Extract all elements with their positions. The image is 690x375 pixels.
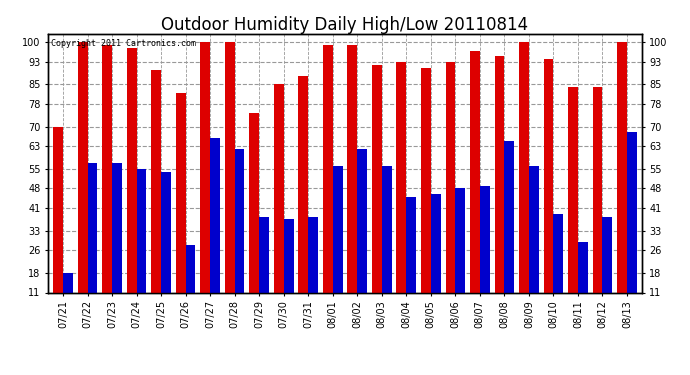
Bar (274, 84, 284, 323)
Bar (176, 93, 186, 323)
Bar (602, 217, 612, 323)
Bar (421, 68, 431, 323)
Bar (382, 166, 392, 323)
Bar (235, 149, 244, 323)
Bar (519, 42, 529, 323)
Bar (348, 45, 357, 323)
Bar (553, 214, 563, 323)
Bar (63, 273, 73, 323)
Bar (161, 172, 171, 323)
Bar (357, 149, 367, 323)
Bar (186, 245, 195, 323)
Bar (137, 169, 146, 323)
Bar (151, 70, 161, 323)
Bar (210, 138, 220, 323)
Bar (480, 186, 490, 323)
Bar (112, 163, 122, 323)
Bar (504, 141, 514, 323)
Bar (88, 163, 97, 323)
Bar (593, 87, 602, 323)
Bar (78, 42, 88, 323)
Bar (284, 219, 293, 323)
Bar (455, 188, 465, 323)
Bar (259, 217, 269, 323)
Bar (544, 59, 553, 323)
Bar (102, 45, 112, 323)
Bar (495, 56, 504, 323)
Bar (470, 51, 480, 323)
Bar (127, 48, 137, 323)
Bar (529, 166, 539, 323)
Bar (406, 197, 416, 323)
Bar (225, 42, 235, 323)
Bar (308, 217, 318, 323)
Bar (627, 132, 637, 323)
Bar (568, 87, 578, 323)
Bar (397, 62, 406, 323)
Bar (446, 62, 455, 323)
Bar (249, 112, 259, 323)
Bar (578, 242, 588, 323)
Bar (333, 166, 342, 323)
Bar (323, 45, 333, 323)
Bar (431, 194, 441, 323)
Bar (372, 64, 382, 323)
Title: Outdoor Humidity Daily High/Low 20110814: Outdoor Humidity Daily High/Low 20110814 (161, 16, 529, 34)
Bar (298, 76, 308, 323)
Bar (200, 42, 210, 323)
Bar (53, 127, 63, 323)
Bar (617, 42, 627, 323)
Text: Copyright 2011 Cartronics.com: Copyright 2011 Cartronics.com (51, 39, 196, 48)
